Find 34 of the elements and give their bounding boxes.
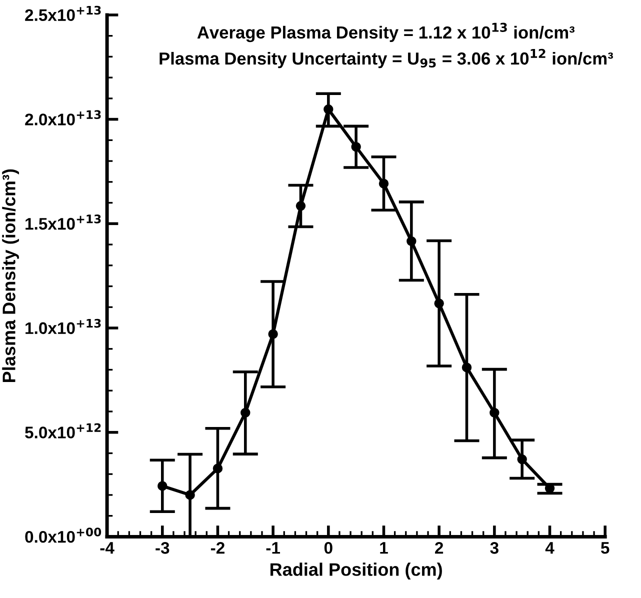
point bbox=[378, 178, 389, 188]
y-tick-label: 1.5x10$^{+13}$ bbox=[26, 214, 101, 230]
point bbox=[490, 408, 500, 418]
point bbox=[268, 329, 278, 339]
y-tick-label: 1.0x10$^{+13}$ bbox=[26, 318, 101, 334]
annotation: Plasma Density Uncertainty = U$_{95}$ = 3.06 x 10$^{12}$ ion/cm³ bbox=[160, 48, 614, 68]
point bbox=[212, 464, 223, 474]
point bbox=[158, 481, 168, 491]
x-tick-label: -2 bbox=[210, 542, 224, 554]
point bbox=[296, 201, 306, 211]
x-tick-label: 2 bbox=[435, 542, 444, 554]
point bbox=[351, 142, 361, 152]
point bbox=[517, 454, 527, 464]
x-tick-label: 4 bbox=[545, 542, 554, 554]
point bbox=[185, 490, 195, 500]
x-tick-label: -4 bbox=[100, 542, 114, 554]
x-tick-label: 1 bbox=[380, 542, 388, 554]
y-tick-label: 2.0x10$^{+13}$ bbox=[25, 110, 101, 126]
y-axis-title: Plasma Density (ion/cm³) bbox=[2, 169, 19, 382]
y-tick-label: 2.5x10$^{+13}$ bbox=[25, 6, 101, 22]
point bbox=[324, 104, 334, 114]
x-tick-label: -3 bbox=[156, 542, 170, 554]
x-tick-label: 5 bbox=[600, 542, 610, 554]
x-tick-label: -1 bbox=[266, 542, 280, 554]
y-tick-label: 5.0x10$^{+12}$ bbox=[25, 423, 101, 438]
x-tick-label: 3 bbox=[490, 542, 498, 554]
point bbox=[406, 236, 416, 246]
point bbox=[434, 298, 444, 308]
y-tick-label: 0.0x10$^{+00}$ bbox=[25, 528, 102, 543]
point bbox=[240, 408, 250, 418]
point bbox=[462, 362, 472, 372]
x-tick-label: 0 bbox=[324, 542, 332, 554]
annotation: Average Plasma Density = 1.12 x 10$^{13}$ ion/cm³ bbox=[197, 22, 575, 42]
x-axis-title: Radial Position (cm) bbox=[270, 562, 442, 580]
